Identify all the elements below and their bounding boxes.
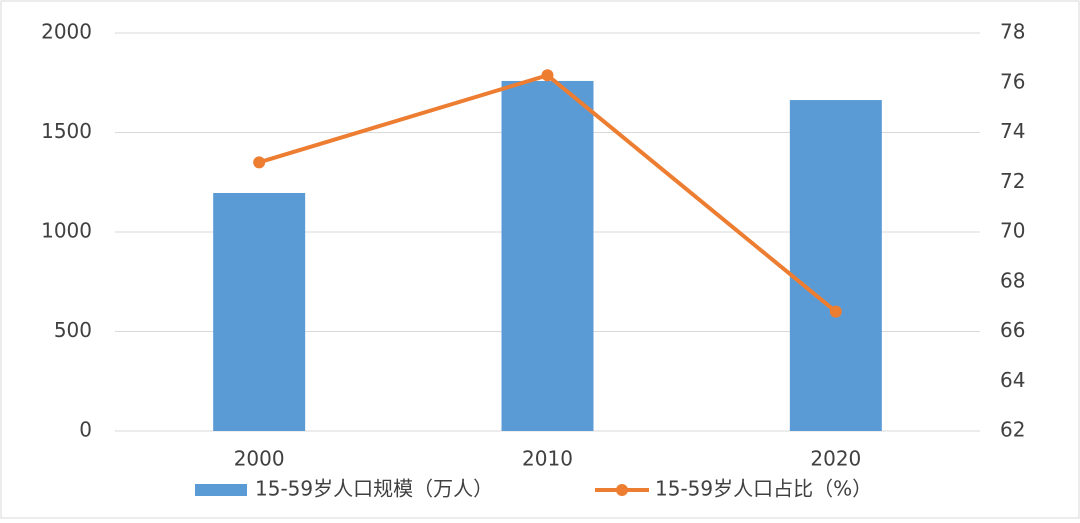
legend-label: 15-59岁人口占比（%） [655, 477, 872, 501]
line-marker [253, 156, 266, 169]
y2-tick-label: 70 [1000, 219, 1025, 243]
bar [213, 192, 306, 431]
line-marker [829, 305, 842, 318]
x-tick-label: 2020 [810, 447, 861, 471]
legend-swatch [195, 484, 247, 496]
x-tick-label: 2010 [522, 447, 573, 471]
y-tick-label: 500 [54, 318, 92, 342]
legend-label: 15-59岁人口规模（万人） [255, 477, 493, 501]
y2-tick-label: 74 [1000, 119, 1025, 143]
y-tick-label: 0 [79, 418, 92, 442]
line-marker [541, 69, 554, 82]
y2-tick-label: 72 [1000, 169, 1025, 193]
y2-tick-label: 76 [1000, 69, 1025, 93]
bar [501, 80, 594, 432]
x-tick-label: 2000 [234, 447, 285, 471]
y2-tick-label: 68 [1000, 268, 1025, 292]
y-tick-label: 1000 [41, 219, 92, 243]
bar [789, 100, 882, 432]
y2-tick-label: 64 [1000, 368, 1025, 392]
y2-tick-label: 66 [1000, 318, 1025, 342]
y2-tick-label: 78 [1000, 20, 1025, 44]
legend-swatch [616, 484, 628, 496]
y-tick-label: 1500 [41, 119, 92, 143]
y2-tick-label: 62 [1000, 418, 1025, 442]
y-tick-label: 2000 [41, 20, 92, 44]
